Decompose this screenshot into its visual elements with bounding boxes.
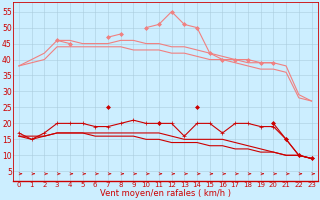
- X-axis label: Vent moyen/en rafales ( km/h ): Vent moyen/en rafales ( km/h ): [100, 189, 231, 198]
